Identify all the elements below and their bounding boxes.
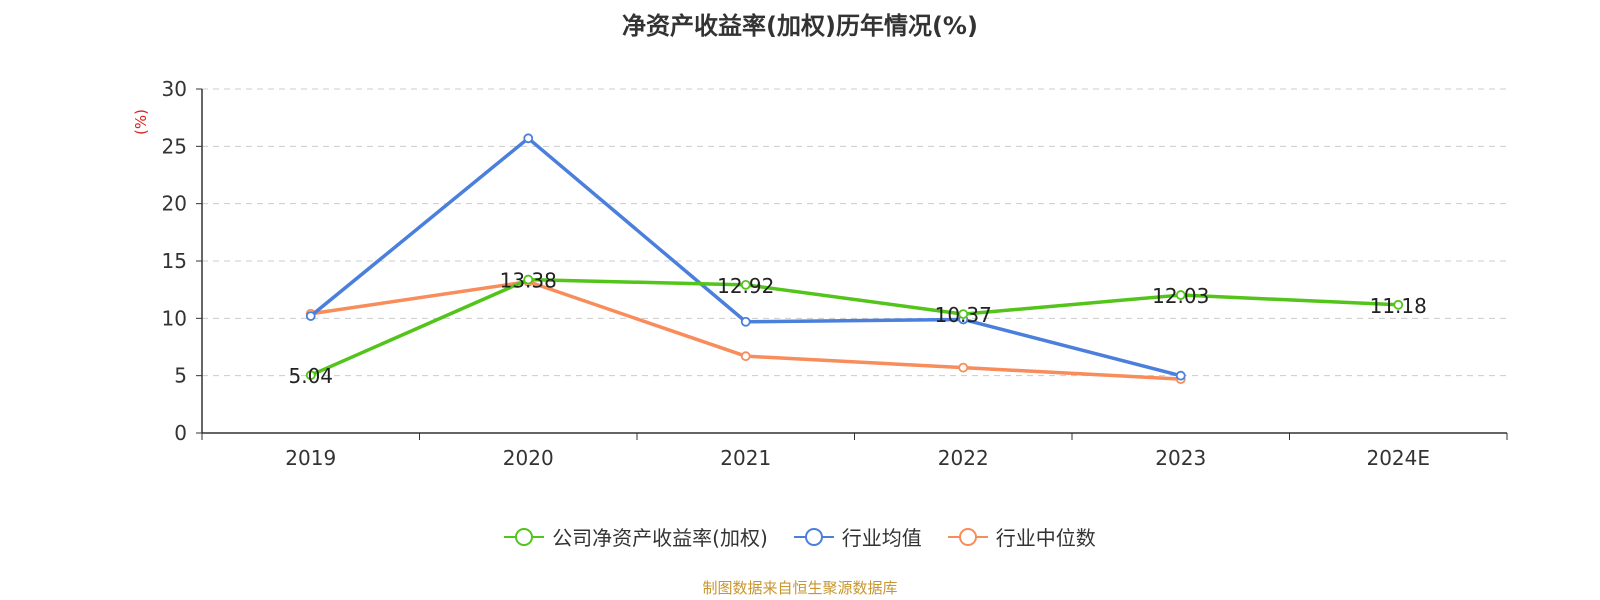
y-tick-label: 25 <box>162 134 187 158</box>
data-label: 12.03 <box>1152 284 1209 308</box>
legend-label-industry-avg: 行业均值 <box>841 526 922 550</box>
series-line <box>310 277 1399 377</box>
x-tick-label: 2020 <box>503 446 554 470</box>
y-tick-label: 15 <box>162 249 187 273</box>
legend-line-circle-icon <box>793 527 834 546</box>
data-label: 13.38 <box>500 269 557 293</box>
data-point <box>740 279 751 290</box>
data-point <box>740 351 751 362</box>
data-point <box>740 316 751 327</box>
x-tick-label: 2023 <box>1155 446 1206 470</box>
data-point <box>1175 370 1186 381</box>
legend-label-company: 公司净资产收益率(加权) <box>552 526 768 550</box>
x-tick-label: 2024E <box>1366 446 1430 470</box>
x-tick-label: 2022 <box>938 446 989 470</box>
data-point <box>1393 299 1404 310</box>
data-point <box>523 133 534 144</box>
data-source-note: 制图数据来自恒生聚源数据库 <box>702 579 898 597</box>
data-label: 12.92 <box>717 274 774 298</box>
x-tick-label: 2021 <box>720 446 771 470</box>
data-point <box>305 311 316 321</box>
series-line <box>309 136 1182 378</box>
line-chart: 0 5 10 15 20 25 30 (%) 2019 2020 2021 2022 2023 2024E… <box>132 77 1508 470</box>
data-point <box>305 370 316 381</box>
y-tick-label: 30 <box>162 77 187 101</box>
chart-legend: 公司净资产收益率(加权) 行业均值 行业中位数 <box>0 522 1600 551</box>
y-tick-label: 5 <box>174 364 187 388</box>
y-tick-label: 0 <box>174 421 187 445</box>
data-point <box>1175 290 1186 300</box>
legend-line-circle-icon <box>504 527 545 546</box>
data-label: 5.04 <box>288 364 333 388</box>
x-tick-label: 2019 <box>285 446 336 470</box>
legend-item-company[interactable]: 公司净资产收益率(加权) <box>504 522 768 551</box>
legend-label-industry-median: 行业中位数 <box>995 526 1096 550</box>
y-axis-unit-label: (%) <box>132 109 150 135</box>
chart-title: 净资产收益率(加权)历年情况(%) <box>622 12 978 40</box>
data-point <box>958 362 969 373</box>
y-tick-label: 10 <box>162 306 187 330</box>
data-point <box>958 309 969 319</box>
data-label: 10.37 <box>935 303 992 327</box>
legend-line-circle-icon <box>947 527 988 546</box>
y-tick-label: 20 <box>162 192 187 216</box>
data-point <box>523 274 534 285</box>
legend-item-industry-avg[interactable]: 行业均值 <box>793 522 922 551</box>
legend-item-industry-median[interactable]: 行业中位数 <box>947 522 1096 551</box>
data-label: 11.18 <box>1370 294 1427 318</box>
